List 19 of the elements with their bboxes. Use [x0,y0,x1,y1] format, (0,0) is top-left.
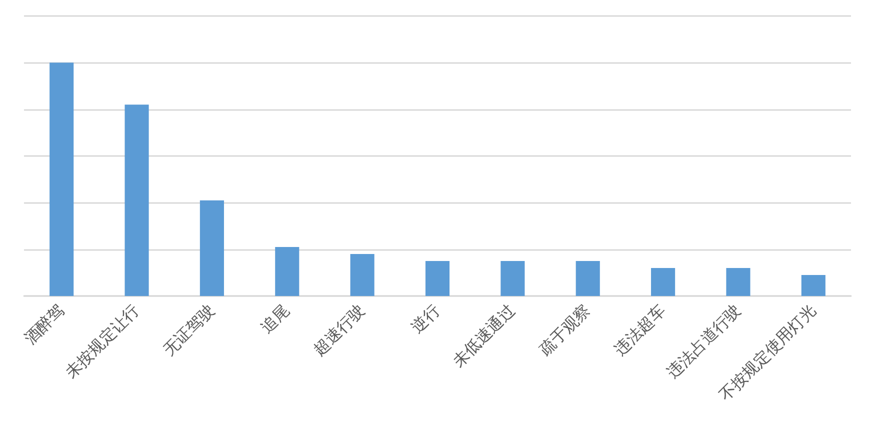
x-tick-label: 追尾 [258,302,294,337]
bar [500,261,525,296]
bar [124,104,149,296]
bar [726,268,750,296]
x-tick-label: 违法超车 [611,301,670,360]
bar [576,261,600,296]
x-tick-label: 未低速通过 [449,301,519,371]
x-tick-label: 逆行 [408,301,444,337]
x-tick-label: 无证驾驶 [160,301,218,360]
bar [425,261,450,296]
bar [651,268,676,296]
x-tick-label: 疏于观察 [536,301,594,360]
bar [801,275,826,296]
x-tick-label: 酒醉驾 [20,301,68,348]
bar [200,200,224,296]
x-tick-label: 超速行驶 [310,301,368,360]
bar [350,254,374,296]
bar [275,247,300,296]
bar [50,62,74,296]
